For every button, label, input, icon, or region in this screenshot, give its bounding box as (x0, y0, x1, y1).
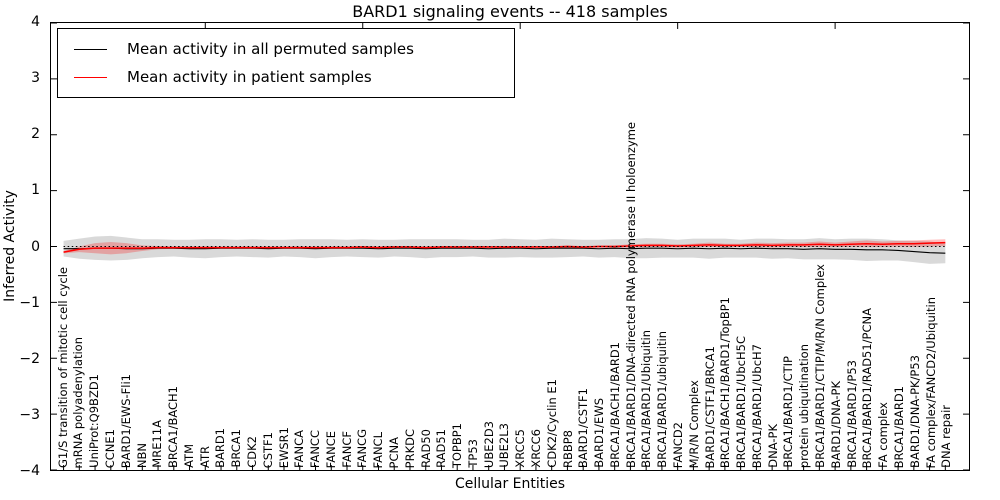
series-line (63, 247, 946, 254)
legend-label-permuted: Mean activity in all permuted samples (127, 40, 414, 58)
legend-item-permuted: Mean activity in all permuted samples (58, 35, 514, 63)
chart-title: BARD1 signaling events -- 418 samples (352, 2, 668, 21)
legend: Mean activity in all permuted samples Me… (57, 28, 515, 98)
x-axis-title: Cellular Entities (454, 476, 566, 492)
chart-canvas (51, 23, 969, 470)
y-tick-label: 2 (31, 126, 40, 143)
y-tick-label: −2 (19, 350, 40, 367)
legend-label-patient: Mean activity in patient samples (127, 68, 372, 86)
y-tick-label: −4 (19, 463, 40, 479)
y-tick-label: 4 (31, 14, 40, 30)
y-tick-label: 0 (31, 238, 40, 255)
confidence-band (63, 235, 946, 264)
y-tick-label: 3 (31, 70, 40, 87)
y-axis-tick-labels: 4 3 2 1 0 −1 −2 −3 −4 (0, 14, 46, 479)
series-line (63, 241, 946, 253)
y-tick-label: 1 (31, 182, 40, 199)
legend-item-patient: Mean activity in patient samples (58, 63, 514, 91)
y-tick-label: −3 (19, 406, 40, 423)
legend-line-permuted (74, 48, 107, 50)
legend-line-patient (74, 76, 107, 78)
y-tick-label: −1 (19, 294, 40, 311)
